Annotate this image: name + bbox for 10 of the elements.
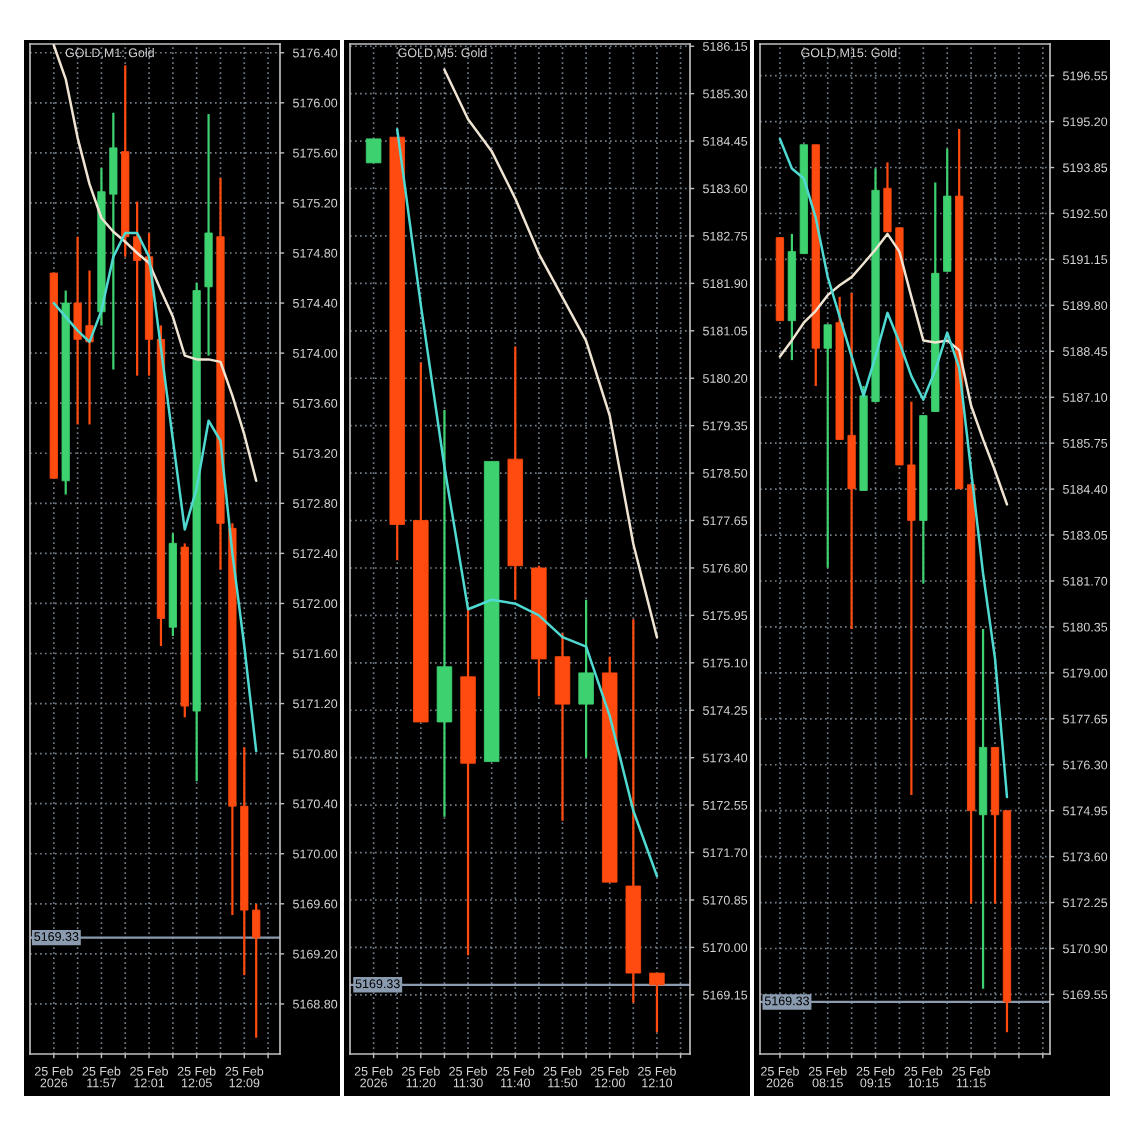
line-series (52, 44, 258, 483)
line-series (443, 68, 659, 639)
line-series (395, 128, 659, 878)
candlestick (578, 598, 594, 759)
line-series (52, 231, 258, 753)
candlestick (823, 323, 832, 569)
candlestick (365, 137, 382, 164)
candlestick (649, 971, 665, 1034)
line-series (778, 137, 1009, 799)
candlestick (554, 632, 571, 822)
